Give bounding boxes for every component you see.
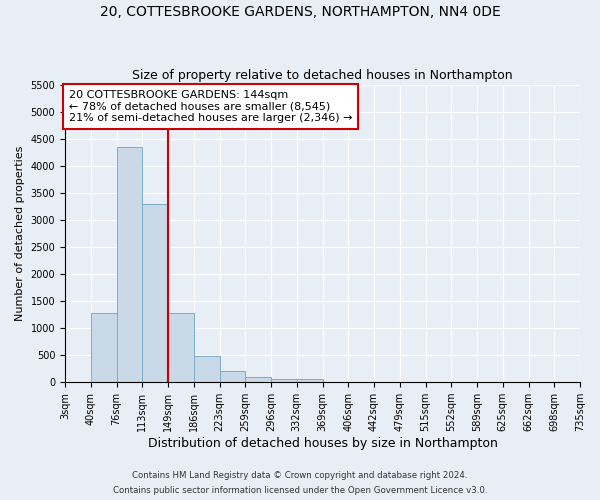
Bar — [245, 377, 271, 382]
Text: 20 COTTESBROOKE GARDENS: 144sqm
← 78% of detached houses are smaller (8,545)
21%: 20 COTTESBROOKE GARDENS: 144sqm ← 78% of… — [69, 90, 352, 123]
Bar — [220, 370, 245, 382]
Bar — [142, 204, 168, 382]
Y-axis label: Number of detached properties: Number of detached properties — [15, 146, 25, 321]
Bar — [194, 356, 220, 382]
Bar — [297, 379, 323, 382]
Text: Contains HM Land Registry data © Crown copyright and database right 2024.: Contains HM Land Registry data © Crown c… — [132, 471, 468, 480]
Text: Contains public sector information licensed under the Open Government Licence v3: Contains public sector information licen… — [113, 486, 487, 495]
Bar — [271, 378, 297, 382]
Bar — [116, 148, 142, 382]
X-axis label: Distribution of detached houses by size in Northampton: Distribution of detached houses by size … — [148, 437, 497, 450]
Bar — [168, 313, 194, 382]
Text: 20, COTTESBROOKE GARDENS, NORTHAMPTON, NN4 0DE: 20, COTTESBROOKE GARDENS, NORTHAMPTON, N… — [100, 5, 500, 19]
Bar — [91, 314, 116, 382]
Title: Size of property relative to detached houses in Northampton: Size of property relative to detached ho… — [132, 69, 513, 82]
